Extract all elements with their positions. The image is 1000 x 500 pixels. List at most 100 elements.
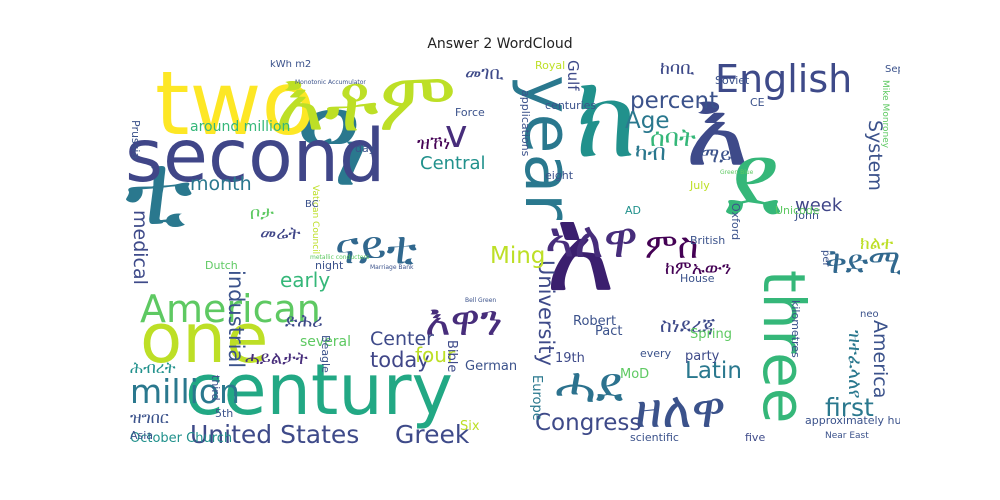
cloud-word: around million: [190, 119, 291, 135]
cloud-word: several: [300, 334, 352, 350]
cloud-word: Dutch: [205, 259, 238, 272]
cloud-word: BC: [305, 199, 319, 210]
cloud-word: አ: [545, 180, 616, 319]
cloud-word: today: [370, 348, 430, 372]
cloud-word: American: [140, 287, 321, 331]
cloud-word: Ming: [490, 243, 546, 269]
cloud-word: Unicode: [775, 204, 820, 217]
cloud-word: ቅድሚ: [825, 242, 900, 281]
cloud-word: ሓደ: [555, 356, 624, 414]
cloud-word: v: [445, 112, 468, 156]
cloud-word: ናይቲ: [335, 221, 417, 274]
cloud-word: መሬት: [260, 223, 301, 244]
cloud-word: month: [190, 173, 252, 195]
cloud-word: approximately hundred: [805, 414, 900, 427]
cloud-word: 19th: [555, 351, 585, 366]
word-cloud: ዓ አ ክ እ ደ ቲ two እቶም second century one year three ዘለዋ…: [125, 60, 900, 448]
cloud-word: centuries: [545, 99, 597, 112]
cloud-word: AD: [625, 204, 641, 217]
cloud-word: ክ: [575, 60, 638, 184]
cloud-word: September: [885, 64, 900, 75]
cloud-word: ዝግበር: [130, 408, 169, 427]
cloud-word: five: [745, 431, 766, 444]
cloud-word: Center: [370, 328, 434, 350]
cloud-word: MoD: [620, 367, 650, 382]
cloud-word: ዝኾነ: [417, 133, 451, 154]
cloud-word: third: [209, 375, 222, 401]
cloud-word: every: [640, 347, 672, 360]
cloud-word: Six: [460, 419, 480, 434]
cloud-word: ቦታ: [250, 203, 274, 224]
cloud-word: British: [690, 234, 726, 247]
cloud-word: one: [140, 299, 269, 379]
cloud-word: ማይ: [700, 143, 732, 167]
cloud-word: second: [125, 114, 386, 199]
cloud-word: Age: [625, 108, 670, 134]
cloud-word: Congress: [535, 410, 642, 436]
cloud-word: July: [690, 179, 710, 192]
cloud-word: Monotonic Accumulator: [295, 79, 366, 86]
cloud-word: ሕብረት: [130, 358, 176, 377]
cloud-word: party: [685, 349, 720, 364]
cloud-word: ዓ: [295, 70, 369, 215]
cloud-word: percent: [630, 88, 719, 114]
cloud-word: ዝተፈላለየ: [844, 330, 865, 399]
cloud-word: መገቢ: [465, 63, 504, 84]
cloud-word: ስነ: [660, 313, 680, 337]
cloud-word: ድሕሪ: [285, 311, 323, 332]
cloud-word: German: [465, 359, 518, 374]
cloud-word: Robert: [573, 314, 617, 329]
cloud-word: 5th: [215, 407, 234, 420]
cloud-word: ቲ: [125, 131, 193, 248]
cloud-word: እቶም: [275, 60, 457, 150]
cloud-word: two: [155, 60, 316, 155]
cloud-word: early: [280, 268, 331, 292]
cloud-word: ሓይልታት: [245, 348, 308, 369]
cloud-word: Bible: [444, 340, 459, 373]
cloud-word: first: [825, 393, 874, 422]
cloud-word: America: [869, 320, 891, 399]
cloud-word: Green Blue: [720, 169, 754, 176]
cloud-word: Pact: [595, 324, 623, 339]
cloud-word: CE: [750, 96, 765, 109]
cloud-word: እ: [685, 66, 750, 191]
cloud-word: ከምኡውን: [665, 258, 732, 279]
cloud-word: eight: [545, 169, 574, 182]
cloud-word: ሰባት: [650, 123, 696, 152]
cloud-word: day: [355, 142, 376, 155]
cloud-word: Vatican Council: [310, 185, 320, 255]
cloud-word: century: [185, 349, 453, 431]
cloud-word: ደረጃ: [680, 313, 716, 337]
cloud-word: Bell Green: [465, 297, 497, 304]
cloud-word: Oxford: [729, 203, 742, 241]
cloud-word: Latin: [685, 358, 742, 384]
cloud-word: Gulf: [564, 60, 582, 91]
cloud-word: medical: [129, 210, 151, 285]
cloud-word: kilometres: [789, 300, 802, 358]
cloud-word: English: [715, 60, 853, 101]
cloud-word: neo: [860, 309, 879, 320]
cloud-word: ከባቢ: [660, 60, 695, 79]
cloud-word: Asia: [130, 429, 154, 442]
cloud-word: United States: [190, 420, 360, 448]
cloud-word: ዘለዋ: [635, 381, 726, 439]
cloud-word: scientific: [630, 431, 679, 444]
cloud-word: John: [795, 209, 819, 222]
cloud-word: Soviet: [715, 74, 750, 87]
cloud-word: እዋን: [425, 296, 503, 346]
cloud-word: Central: [420, 153, 486, 174]
cloud-word: ኣለዋ: [545, 211, 638, 269]
cloud-word: Spring: [690, 327, 732, 342]
cloud-word: Europe: [529, 375, 544, 421]
cloud-word: Royal: [535, 60, 566, 72]
cloud-word: Mike Monroney: [880, 80, 890, 149]
cloud-word: Beagle: [319, 335, 332, 373]
cloud-word: Force: [455, 106, 485, 119]
cloud-word: applications: [519, 90, 532, 157]
cloud-word: industrial: [224, 270, 248, 369]
cloud-word: October Church: [130, 431, 233, 446]
cloud-word: kWh m2: [270, 60, 312, 70]
cloud-word: metallic conductors: [310, 254, 370, 261]
cloud-word: three: [750, 270, 818, 424]
cloud-word: Near East: [825, 431, 869, 441]
